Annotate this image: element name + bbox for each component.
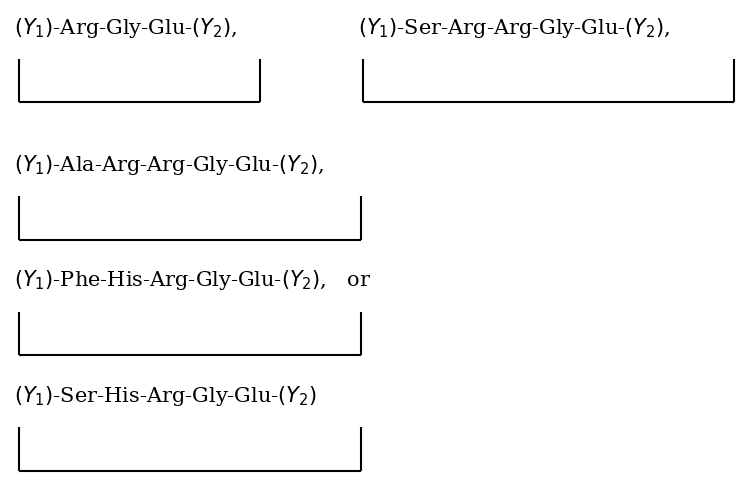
Text: $(Y_1)$-Phe-His-Arg-Gly-Glu-$(Y_2)$,   or: $(Y_1)$-Phe-His-Arg-Gly-Glu-$(Y_2)$, or bbox=[14, 268, 370, 291]
Text: $(Y_1)$-Ser-His-Arg-Gly-Glu-$(Y_2)$: $(Y_1)$-Ser-His-Arg-Gly-Glu-$(Y_2)$ bbox=[14, 383, 316, 407]
Text: $(Y_1)$-Ala-Arg-Arg-Gly-Glu-$(Y_2)$,: $(Y_1)$-Ala-Arg-Arg-Gly-Glu-$(Y_2)$, bbox=[14, 153, 323, 176]
Text: $(Y_1)$-Ser-Arg-Arg-Gly-Glu-$(Y_2)$,: $(Y_1)$-Ser-Arg-Arg-Gly-Glu-$(Y_2)$, bbox=[358, 16, 670, 39]
Text: $(Y_1)$-Arg-Gly-Glu-$(Y_2)$,: $(Y_1)$-Arg-Gly-Glu-$(Y_2)$, bbox=[14, 16, 236, 39]
